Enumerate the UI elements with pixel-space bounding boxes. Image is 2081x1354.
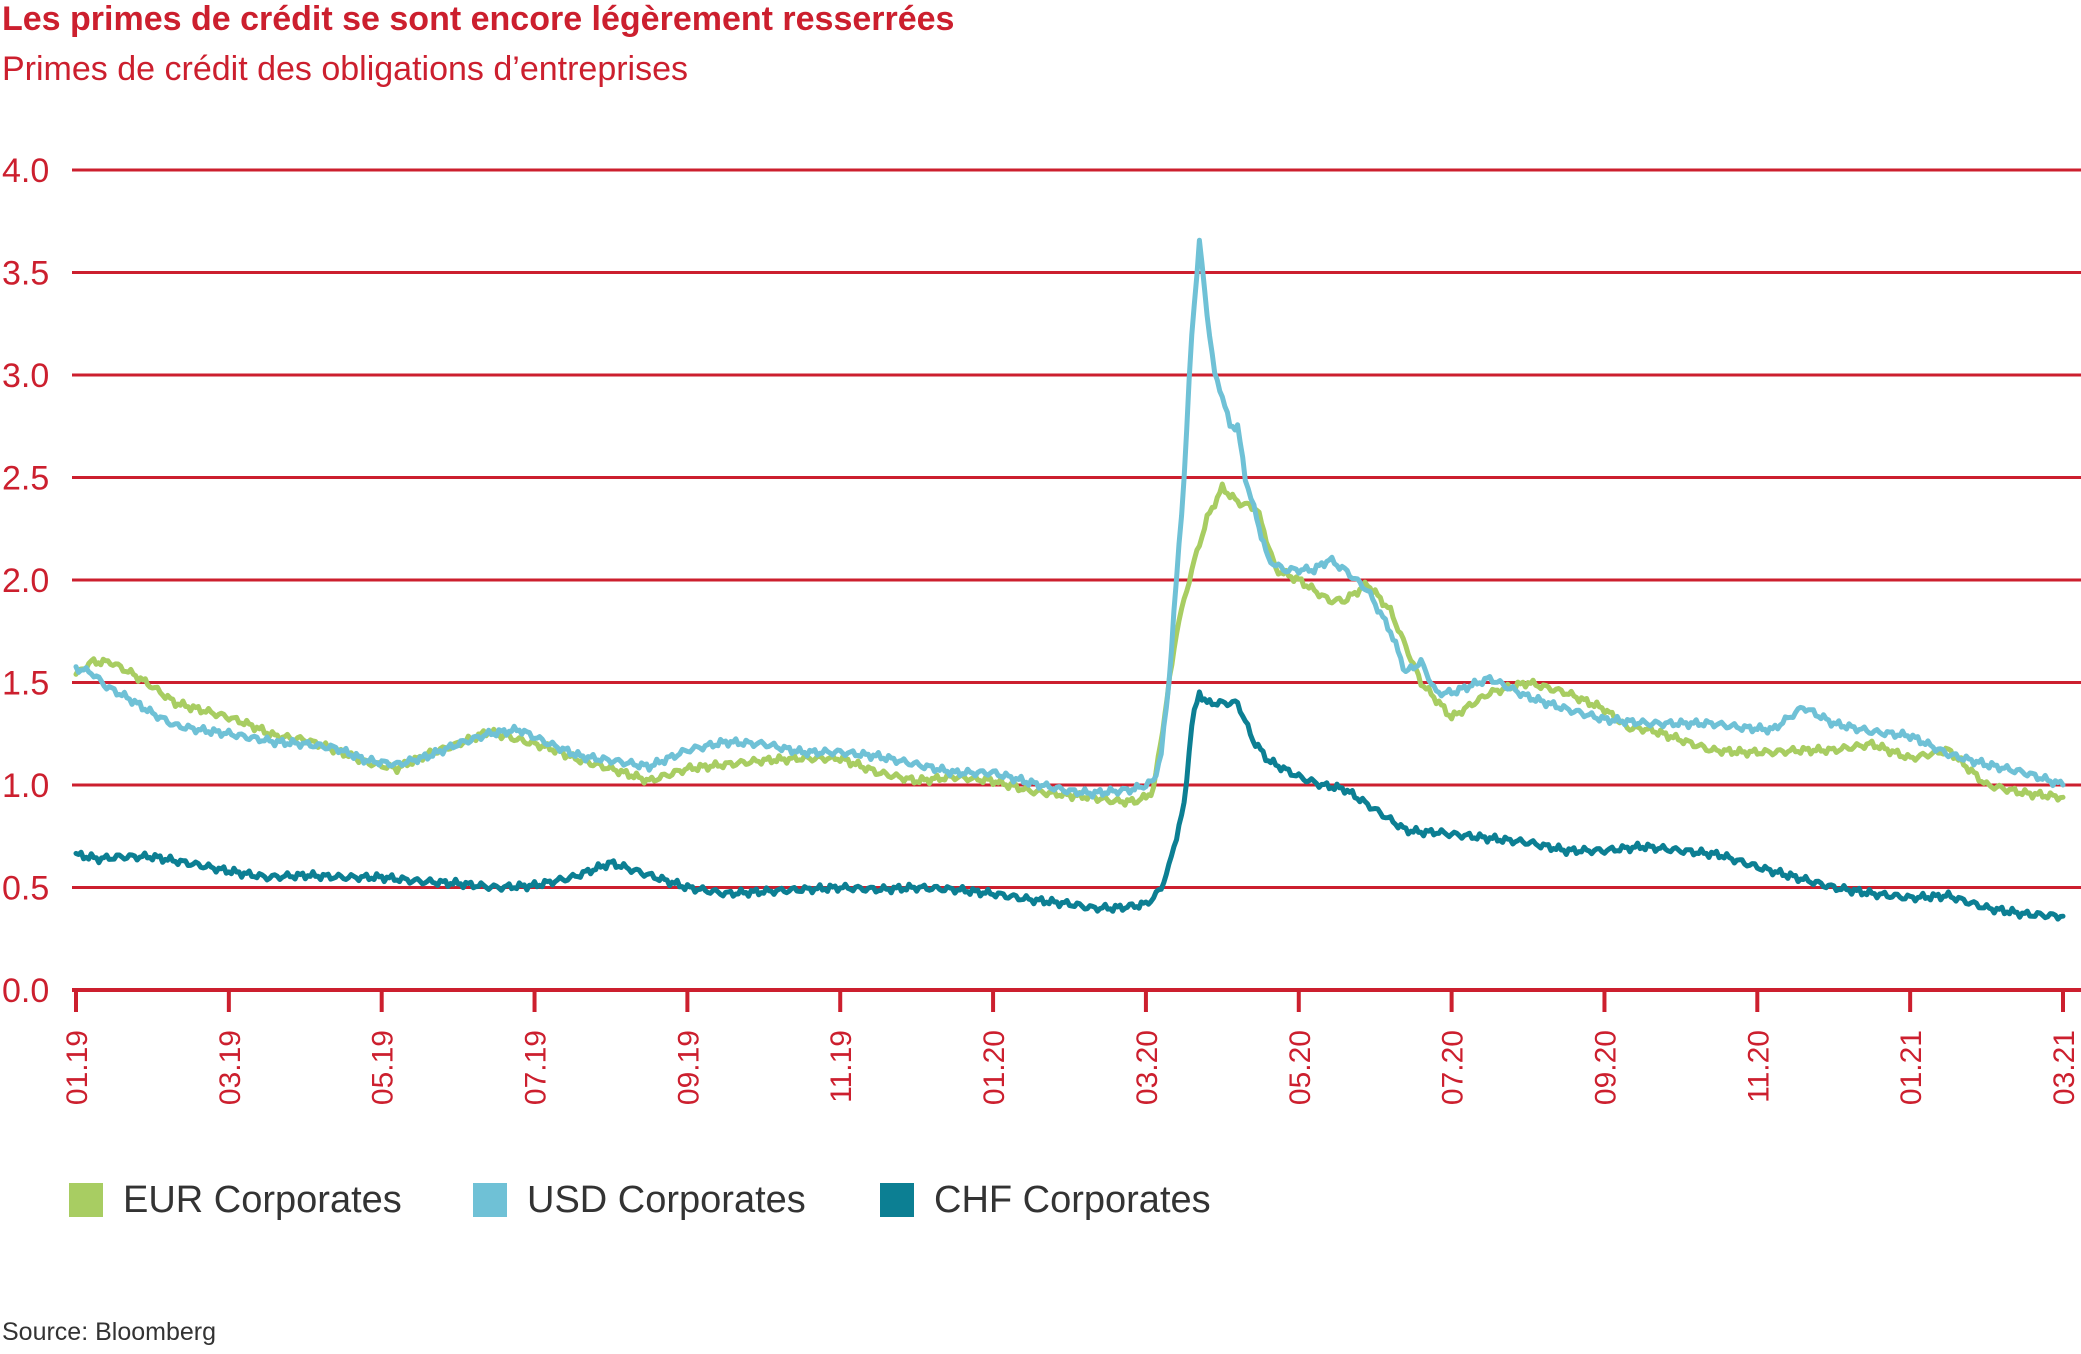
- y-tick-label: 0.0: [2, 972, 49, 1010]
- legend: EUR Corporates USD Corporates CHF Corpor…: [0, 1178, 2081, 1222]
- x-tick-label: 01.21: [1895, 1030, 1928, 1105]
- y-tick-label: 1.0: [2, 767, 49, 805]
- legend-swatch-usd: [473, 1183, 507, 1217]
- x-tick-label: 01.20: [978, 1030, 1011, 1105]
- y-tick-label: 1.5: [2, 665, 49, 703]
- legend-item-eur: EUR Corporates: [69, 1178, 402, 1222]
- x-tick-label: 01.19: [61, 1030, 94, 1105]
- series-line-usd: [73, 237, 2066, 800]
- x-tick-label: 03.20: [1131, 1030, 1164, 1105]
- x-tick-label: 07.19: [520, 1030, 553, 1105]
- legend-item-chf: CHF Corporates: [880, 1178, 1211, 1222]
- x-tick-label: 07.20: [1437, 1030, 1470, 1105]
- x-tick-label: 11.20: [1742, 1030, 1775, 1103]
- y-tick-label: 2.5: [2, 460, 49, 498]
- y-tick-label: 4.0: [2, 152, 49, 190]
- x-tick-label: 05.19: [367, 1030, 400, 1105]
- legend-item-usd: USD Corporates: [473, 1178, 806, 1222]
- legend-label-chf: CHF Corporates: [934, 1178, 1211, 1221]
- y-tick-label: 2.0: [2, 562, 49, 600]
- y-tick-label: 3.5: [2, 255, 49, 293]
- legend-label-eur: EUR Corporates: [123, 1178, 402, 1221]
- y-tick-label: 3.0: [2, 357, 49, 395]
- x-tick-label: 09.20: [1589, 1030, 1622, 1105]
- series-line-chf: [73, 689, 2066, 922]
- x-tick-label: 03.19: [214, 1030, 247, 1105]
- x-tick-label: 09.19: [672, 1030, 705, 1105]
- x-tick-label: 03.21: [2048, 1030, 2081, 1105]
- x-tick-label: 05.20: [1284, 1030, 1317, 1105]
- chart-subtitle: Primes de crédit des obligations d’entre…: [2, 50, 689, 88]
- legend-label-usd: USD Corporates: [527, 1178, 806, 1221]
- chart-title: Les primes de crédit se sont encore légè…: [2, 0, 955, 38]
- y-tick-label: 0.5: [2, 870, 49, 908]
- x-tick-label: 11.19: [825, 1030, 858, 1103]
- legend-swatch-eur: [69, 1183, 103, 1217]
- legend-swatch-chf: [880, 1183, 914, 1217]
- source-note: Source: Bloomberg: [2, 1318, 217, 1346]
